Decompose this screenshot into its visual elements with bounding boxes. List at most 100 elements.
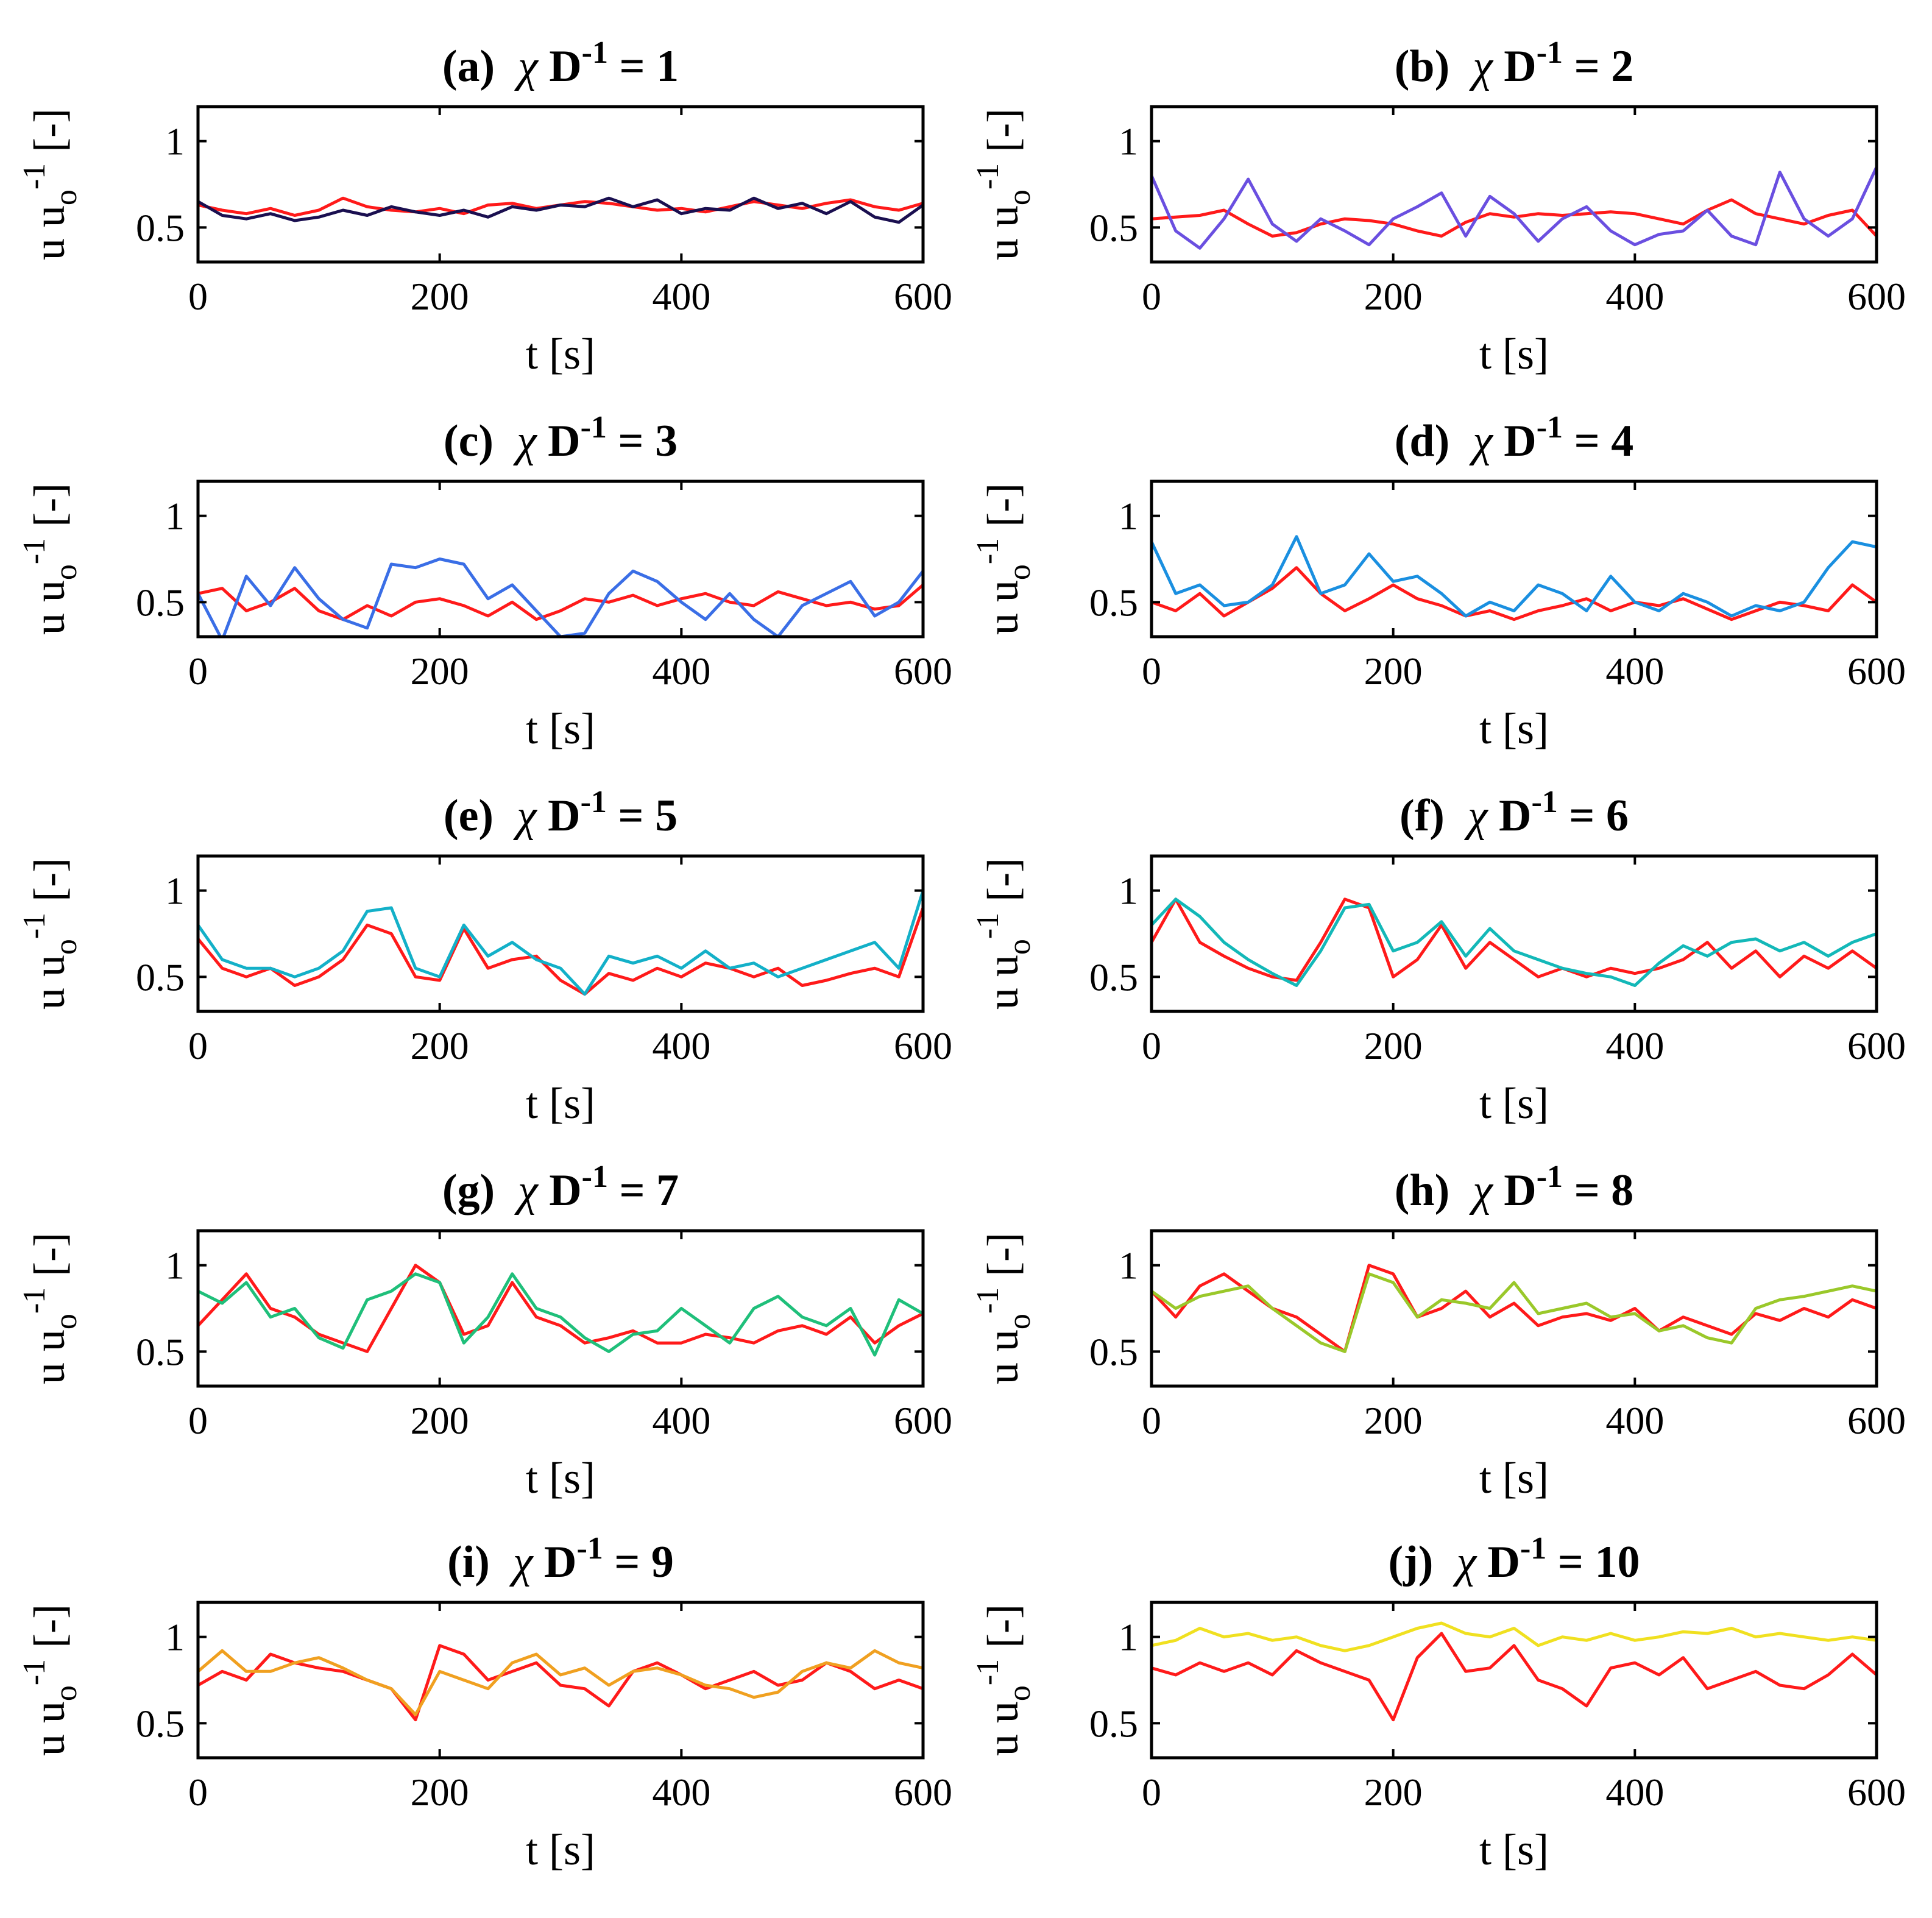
- x-tick-label: 600: [894, 275, 952, 318]
- series-line: [198, 890, 923, 996]
- y-tick-label: 0.5: [1089, 955, 1138, 999]
- reference-line: [198, 584, 923, 621]
- panel-ratio: = 5: [607, 791, 678, 841]
- x-tick-label: 200: [1364, 649, 1423, 693]
- y-tick-label: 1: [1119, 495, 1138, 538]
- x-tick-label: 600: [1847, 275, 1906, 318]
- x-tick-label: 0: [1142, 1399, 1161, 1442]
- y-axis-label: u uo-1 [-]: [17, 1604, 83, 1756]
- reference-line: [1152, 566, 1877, 621]
- panel-title: (f) χ D-1 = 6: [1399, 785, 1629, 841]
- panel-g: (g) χ D-1 = 7 0 200 400 600 0.5 1 t [s] u uo-1 [-…: [17, 1159, 952, 1502]
- x-axis-label: t [s]: [1479, 1454, 1549, 1502]
- y-tick-label: 0.5: [136, 955, 185, 999]
- axes-box: [1150, 1601, 1878, 1760]
- panel-label: (g): [442, 1166, 495, 1216]
- panel-title: (j) χ D-1 = 10: [1389, 1531, 1640, 1587]
- axes-box: [1150, 105, 1878, 264]
- panel-label: (d): [1395, 416, 1449, 466]
- series-group: [1152, 166, 1877, 250]
- x-tick-label: 400: [1605, 1024, 1664, 1067]
- x-tick-label: 0: [188, 1399, 208, 1442]
- x-tick-label: 0: [1142, 1771, 1161, 1814]
- x-tick-label: 400: [1605, 1771, 1664, 1814]
- reference-line: [198, 907, 923, 996]
- x-tick-label: 600: [894, 1024, 952, 1067]
- reference-line: [1152, 897, 1877, 982]
- reference-line: [1152, 1632, 1877, 1722]
- panel-f: (f) χ D-1 = 6 0 200 400 600 0.5 1 t [s] u uo-1 [-…: [971, 785, 1906, 1128]
- series-group: [1152, 897, 1877, 987]
- series-group: [1152, 1264, 1877, 1353]
- panel-title: (g) χ D-1 = 7: [442, 1159, 679, 1216]
- x-tick-label: 400: [1605, 1399, 1664, 1442]
- y-tick-label: 1: [165, 120, 185, 163]
- y-tick-label: 0.5: [1089, 581, 1138, 624]
- series-line: [198, 196, 923, 224]
- y-tick-label: 0.5: [136, 1330, 185, 1373]
- x-tick-label: 0: [188, 649, 208, 693]
- x-tick-label: 400: [652, 1024, 710, 1067]
- y-axis-label: u uo-1 [-]: [17, 483, 83, 635]
- series-line: [1152, 1621, 1877, 1652]
- y-tick-label: 0.5: [136, 1702, 185, 1745]
- x-tick-label: 600: [1847, 1771, 1906, 1814]
- panel-title: (a) χ D-1 = 1: [442, 35, 679, 91]
- x-axis-label: t [s]: [1479, 704, 1549, 753]
- panel-ratio: = 9: [603, 1537, 674, 1587]
- x-tick-label: 0: [1142, 275, 1161, 318]
- panel-title: (h) χ D-1 = 8: [1395, 1159, 1633, 1216]
- series-group: [1152, 535, 1877, 621]
- series-group: [198, 1644, 923, 1722]
- series-line: [1152, 1272, 1877, 1353]
- panel-c: (c) χ D-1 = 3 0 200 400 600 0.5 1 t [s] u uo-1 [-…: [17, 410, 952, 753]
- y-axis-label: u uo-1 [-]: [971, 858, 1037, 1010]
- panel-ratio: = 10: [1546, 1537, 1640, 1587]
- y-axis-label: u uo-1 [-]: [971, 1233, 1037, 1384]
- panel-label: (i): [447, 1537, 490, 1587]
- x-tick-label: 200: [1364, 1771, 1423, 1814]
- reference-line: [1152, 198, 1877, 238]
- panel-ratio: = 2: [1563, 41, 1633, 91]
- panel-title: (e) χ D-1 = 5: [444, 785, 678, 841]
- series-line: [1152, 166, 1877, 250]
- y-axis-label: u uo-1 [-]: [971, 1604, 1037, 1756]
- panel-h: (h) χ D-1 = 8 0 200 400 600 0.5 1 t [s] u uo-1 [-…: [971, 1159, 1906, 1502]
- x-tick-label: 600: [1847, 649, 1906, 693]
- y-tick-label: 1: [1119, 1616, 1138, 1659]
- y-tick-label: 1: [165, 1244, 185, 1287]
- panel-d: (d) χ D-1 = 4 0 200 400 600 0.5 1 t [s] u uo-1 [-…: [971, 410, 1906, 753]
- axes-box: [196, 854, 925, 1013]
- y-axis-label: u uo-1 [-]: [971, 108, 1037, 260]
- series-group: [198, 196, 923, 224]
- x-tick-label: 200: [411, 1771, 469, 1814]
- y-axis-label: u uo-1 [-]: [17, 858, 83, 1010]
- x-tick-label: 600: [894, 1399, 952, 1442]
- x-tick-label: 600: [1847, 1024, 1906, 1067]
- x-tick-label: 600: [894, 1771, 952, 1814]
- series-group: [198, 890, 923, 996]
- panel-j: (j) χ D-1 = 10 0 200 400 600 0.5 1 t [s] u uo-1 […: [971, 1531, 1906, 1874]
- panel-b: (b) χ D-1 = 2 0 200 400 600 0.5 1 t [s] u uo-1 [-…: [971, 35, 1906, 378]
- x-tick-label: 0: [1142, 1024, 1161, 1067]
- x-axis-label: t [s]: [526, 1454, 595, 1502]
- x-axis-label: t [s]: [526, 704, 595, 753]
- panel-label: (j): [1389, 1537, 1434, 1587]
- x-tick-label: 200: [411, 1024, 469, 1067]
- panel-ratio: = 1: [608, 41, 679, 91]
- axes-box: [196, 1229, 925, 1388]
- y-tick-label: 0.5: [1089, 206, 1138, 249]
- series-line: [198, 1272, 923, 1357]
- x-tick-label: 400: [652, 1399, 710, 1442]
- panel-ratio: = 3: [607, 416, 678, 466]
- panel-title: (d) χ D-1 = 4: [1395, 410, 1633, 466]
- x-axis-label: t [s]: [1479, 330, 1549, 378]
- panel-ratio: = 8: [1563, 1166, 1633, 1216]
- y-axis-label: u uo-1 [-]: [971, 483, 1037, 635]
- reference-line: [198, 1644, 923, 1722]
- axes-box: [1150, 1229, 1878, 1388]
- x-tick-label: 200: [1364, 1024, 1423, 1067]
- panel-title: (b) χ D-1 = 2: [1395, 35, 1633, 91]
- y-tick-label: 1: [1119, 120, 1138, 163]
